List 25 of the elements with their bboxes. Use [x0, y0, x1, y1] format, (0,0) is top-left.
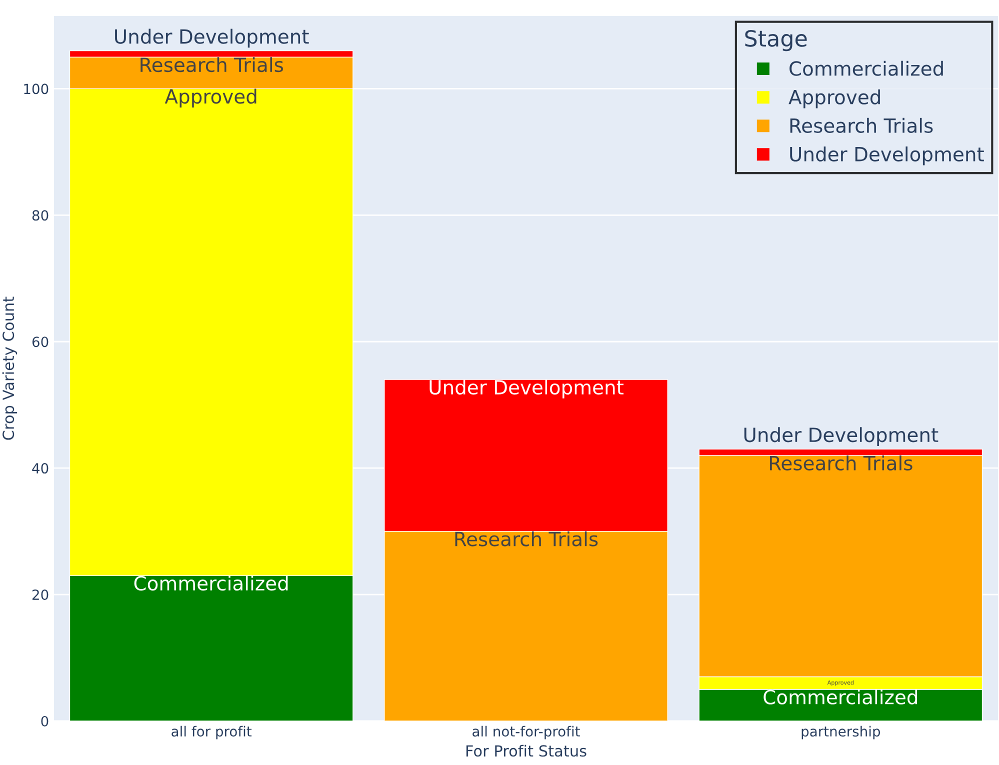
legend-label: Under Development [790, 146, 984, 166]
y-tick-label: 40 [32, 463, 48, 474]
data-label: Approved [164, 88, 256, 108]
data-label: Research Trials [455, 531, 598, 546]
legend-title: Stage [745, 30, 807, 52]
y-tick-label: 0 [41, 716, 48, 726]
x-tick-label: all for profit [172, 726, 252, 740]
y-tick-label: 80 [32, 210, 48, 221]
y-tick-label: 60 [32, 336, 48, 348]
data-label: Research Trials [770, 455, 912, 470]
x-tick-label: partnership [802, 726, 880, 740]
legend-label: Commercialized [790, 60, 943, 76]
data-label: Under Development [744, 427, 938, 446]
legend-label: Approved [788, 89, 880, 108]
data-label: Under Development [115, 28, 309, 48]
x-axis-title: For Profit Status [466, 744, 586, 757]
data-label: Commercialized [764, 689, 917, 704]
y-tick-label: 20 [32, 590, 48, 600]
data-label: Commercialized [134, 576, 288, 591]
legend-label: Research Trials [790, 118, 933, 133]
x-tick-label: all not-for-profit [472, 726, 580, 740]
data-label: Under Development [430, 380, 624, 398]
y-tick-label: 100 [24, 84, 48, 94]
y-axis-title: Crop Variety Count [2, 296, 18, 440]
data-label: Research Trials [140, 57, 283, 72]
